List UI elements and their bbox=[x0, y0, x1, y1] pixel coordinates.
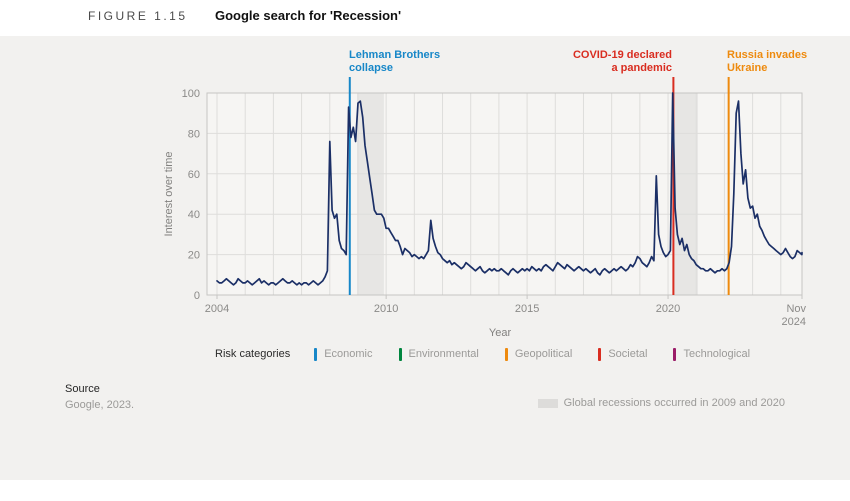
legend-swatch-icon bbox=[598, 347, 602, 361]
legend-item-label: Technological bbox=[683, 348, 751, 360]
x-tick-label: 2015 bbox=[515, 303, 539, 315]
annotation-line2: a pandemic bbox=[611, 62, 672, 74]
legend-item-label: Environmental bbox=[408, 348, 479, 360]
legend-swatch-icon bbox=[504, 347, 508, 361]
x-axis-title: Year bbox=[488, 327, 512, 339]
legend-item-label: Geopolitical bbox=[514, 348, 573, 360]
source-value: Google, 2023. bbox=[65, 399, 135, 411]
annotation-line1: Russia invades bbox=[727, 49, 808, 61]
legend-item-label: Societal bbox=[608, 348, 648, 360]
annotation-line1: Lehman Brothers bbox=[349, 49, 441, 61]
x-tick-label: 2020 bbox=[656, 303, 680, 315]
y-tick-label: 100 bbox=[182, 88, 200, 100]
figure-number: FIGURE 1.15 bbox=[88, 9, 188, 23]
y-tick-label: 0 bbox=[194, 290, 200, 302]
figure-header: FIGURE 1.15 Google search for 'Recession… bbox=[0, 0, 850, 36]
legend-item-label: Economic bbox=[324, 348, 373, 360]
plot-area bbox=[207, 93, 802, 295]
annotation-line1: COVID-19 declared bbox=[572, 49, 672, 61]
annotation-line2: collapse bbox=[349, 62, 394, 74]
y-tick-label: 60 bbox=[188, 169, 200, 181]
x-tick-label: 2010 bbox=[374, 303, 398, 315]
legend-title: Risk categories bbox=[215, 348, 291, 360]
annotation-line2: Ukraine bbox=[727, 62, 768, 74]
source-label: Source bbox=[65, 383, 100, 395]
x-tick-label: 2004 bbox=[205, 303, 229, 315]
recession-note-text: Global recessions occurred in 2009 and 2… bbox=[563, 397, 785, 409]
y-axis-title: Interest over time bbox=[163, 151, 175, 237]
recession-band bbox=[357, 93, 384, 295]
legend-item-environmental: Environmental bbox=[398, 347, 479, 361]
legend-item-economic: Economic bbox=[314, 347, 373, 361]
annotation-lehman-brothers: Lehman Brothers collapse bbox=[349, 49, 440, 75]
x-tick-label: 2024 bbox=[782, 316, 806, 328]
figure-title: Google search for 'Recession' bbox=[215, 8, 402, 23]
search-interest-line bbox=[216, 92, 803, 286]
legend-swatch-icon bbox=[673, 347, 677, 361]
source-block: Source Google, 2023. bbox=[65, 381, 134, 413]
y-tick-label: 80 bbox=[188, 128, 200, 140]
annotation-russia-ukraine: Russia invades Ukraine bbox=[727, 49, 807, 75]
legend-item-technological: Technological bbox=[673, 347, 751, 361]
legend-item-geopolitical: Geopolitical bbox=[504, 347, 573, 361]
recession-note: Global recessions occurred in 2009 and 2… bbox=[537, 397, 785, 409]
x-tick-label: Nov bbox=[786, 303, 806, 315]
chart-panel: 0 20 40 60 80 100 2004 2010 2015 2020 Nov 2024 Lehm… bbox=[0, 36, 850, 480]
annotation-covid-pandemic: COVID-19 declared a pandemic bbox=[573, 49, 672, 75]
y-tick-label: 40 bbox=[188, 209, 200, 221]
legend-swatch-icon bbox=[398, 347, 402, 361]
recession-band bbox=[673, 93, 698, 295]
legend-item-societal: Societal bbox=[598, 347, 648, 361]
legend-swatch-icon bbox=[314, 347, 318, 361]
risk-categories-legend: Risk categories Economic Environmental Geo… bbox=[215, 347, 776, 361]
y-tick-label: 20 bbox=[188, 250, 200, 262]
plot-border bbox=[206, 92, 803, 296]
recession-band-swatch-icon bbox=[537, 398, 558, 408]
